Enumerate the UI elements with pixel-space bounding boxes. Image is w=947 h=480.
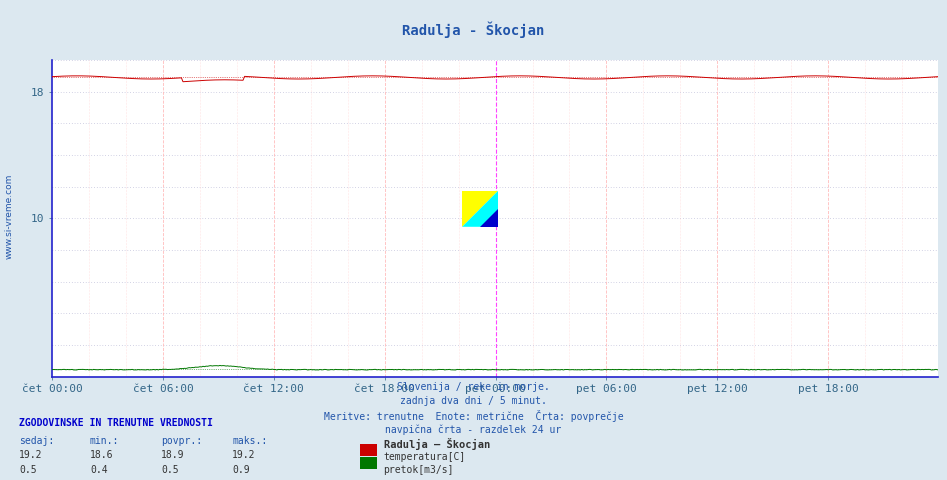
Text: www.si-vreme.com: www.si-vreme.com	[5, 173, 14, 259]
Polygon shape	[462, 191, 498, 227]
Text: 0.5: 0.5	[19, 465, 37, 475]
Text: pretok[m3/s]: pretok[m3/s]	[384, 465, 454, 475]
Text: 0.9: 0.9	[232, 465, 250, 475]
Text: sedaj:: sedaj:	[19, 436, 54, 446]
Text: Radulja – Škocjan: Radulja – Škocjan	[384, 438, 490, 450]
Text: 19.2: 19.2	[232, 450, 256, 460]
Text: 0.5: 0.5	[161, 465, 179, 475]
Text: Meritve: trenutne  Enote: metrične  Črta: povprečje: Meritve: trenutne Enote: metrične Črta: …	[324, 410, 623, 422]
Text: 19.2: 19.2	[19, 450, 43, 460]
Text: navpična črta - razdelek 24 ur: navpična črta - razdelek 24 ur	[385, 425, 562, 435]
Text: povpr.:: povpr.:	[161, 436, 202, 446]
Text: Radulja - Škocjan: Radulja - Škocjan	[402, 22, 545, 38]
Polygon shape	[462, 191, 498, 227]
Polygon shape	[480, 209, 498, 227]
Text: min.:: min.:	[90, 436, 119, 446]
Text: Slovenija / reke in morje.: Slovenija / reke in morje.	[397, 382, 550, 392]
Text: 18.9: 18.9	[161, 450, 185, 460]
Text: 18.6: 18.6	[90, 450, 114, 460]
Text: maks.:: maks.:	[232, 436, 267, 446]
Text: ZGODOVINSKE IN TRENUTNE VREDNOSTI: ZGODOVINSKE IN TRENUTNE VREDNOSTI	[19, 418, 213, 428]
Text: temperatura[C]: temperatura[C]	[384, 452, 466, 462]
Text: zadnja dva dni / 5 minut.: zadnja dva dni / 5 minut.	[400, 396, 547, 406]
Text: 0.4: 0.4	[90, 465, 108, 475]
